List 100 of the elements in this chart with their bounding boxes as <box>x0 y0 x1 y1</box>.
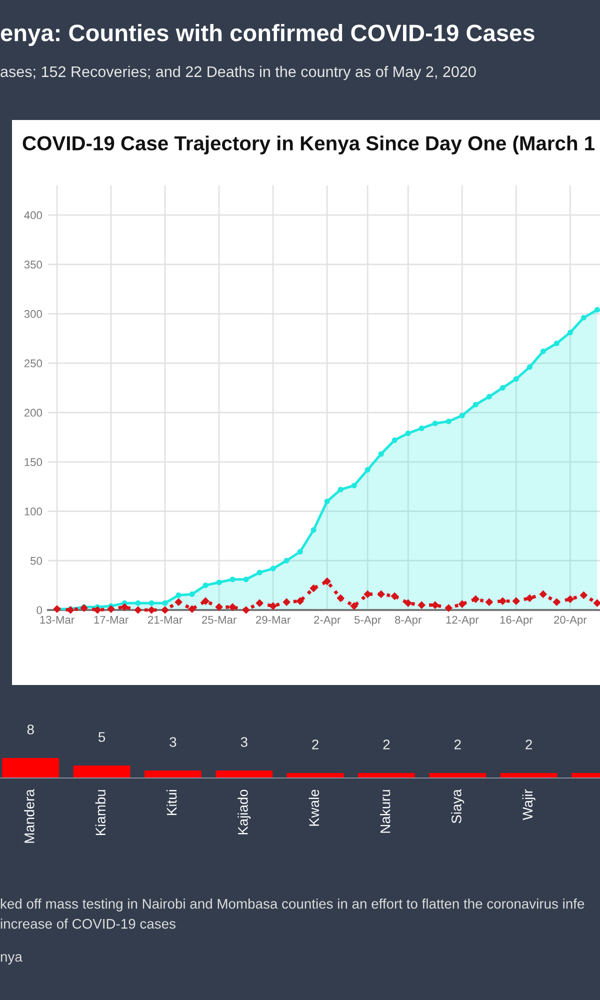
point <box>94 606 102 614</box>
point <box>405 430 411 436</box>
y-tick-label: 50 <box>30 556 42 565</box>
point <box>162 600 168 606</box>
point <box>500 385 506 391</box>
x-tick-label: 2-Apr <box>314 616 340 626</box>
x-tick-label: Wajir <box>522 789 536 820</box>
point <box>364 590 372 598</box>
point <box>228 603 236 611</box>
point <box>540 590 547 598</box>
x-tick-label: Kwale <box>308 790 320 826</box>
point <box>284 558 290 564</box>
x-tick-label: Kajiado <box>238 790 251 834</box>
x-tick-label: 20-Apr <box>554 616 587 626</box>
point <box>282 598 290 606</box>
data-label: 2 <box>454 740 461 750</box>
x-tick-label: 25-Mar <box>202 616 236 624</box>
x-tick-label: 12-Apr <box>446 616 479 626</box>
point <box>297 548 303 555</box>
point <box>324 498 330 504</box>
x-tick-label: 13-Mar <box>40 616 74 624</box>
data-label: 2 <box>312 740 318 750</box>
text: enya: Counties with confirmed COVID-19 Cases <box>0 24 534 46</box>
bar <box>2 758 60 778</box>
x-tick-label: Mandera <box>24 789 34 843</box>
y-tick-label: 250 <box>24 359 42 368</box>
point <box>296 597 304 605</box>
x-tick-label: 17-Mar <box>94 616 128 624</box>
point <box>243 576 249 582</box>
point <box>336 594 344 602</box>
point <box>486 598 493 606</box>
point <box>230 576 236 582</box>
text: nya <box>0 954 22 964</box>
point <box>107 605 115 613</box>
x-tick-label: Kiambu <box>95 790 106 836</box>
point <box>242 606 250 614</box>
x-tick-label: 5-Apr <box>354 616 382 626</box>
chart-title: COVID-19 Case Trajectory in Kenya Since Day One (March 1 <box>22 136 595 154</box>
point <box>526 594 534 602</box>
point <box>215 603 223 611</box>
text: ked off mass testing in Nairobi and Mombasa counties in an effort to flatten the coronavirus infe <box>0 898 584 912</box>
point <box>189 591 195 597</box>
point <box>392 437 398 443</box>
point <box>338 486 344 492</box>
point <box>594 599 600 607</box>
point <box>567 330 573 336</box>
point <box>554 340 560 346</box>
data-label: 2 <box>383 740 390 750</box>
point <box>446 418 452 424</box>
point <box>580 592 588 599</box>
point <box>404 599 412 607</box>
y-tick-label: 200 <box>24 408 42 417</box>
y-tick-label: 150 <box>24 458 42 466</box>
point <box>188 605 196 613</box>
point <box>418 426 424 432</box>
bar <box>144 770 202 778</box>
point <box>364 467 370 473</box>
point <box>216 580 222 586</box>
bar <box>286 773 344 778</box>
data-label: 8 <box>27 724 34 734</box>
data-label: 2 <box>526 740 532 750</box>
point <box>256 570 262 576</box>
point <box>513 376 519 382</box>
point <box>458 600 466 608</box>
point <box>350 602 358 610</box>
point <box>526 364 532 370</box>
data-label: 3 <box>170 737 176 747</box>
x-tick-label: Siaya <box>451 789 464 824</box>
point <box>202 582 208 588</box>
point <box>580 314 586 320</box>
y-tick-label: 350 <box>24 260 42 269</box>
x-tick-label: 21-Mar <box>148 616 182 624</box>
point <box>444 604 452 612</box>
point <box>472 402 478 408</box>
point <box>202 597 210 605</box>
point <box>486 394 492 400</box>
point <box>378 451 384 457</box>
y-tick-label: 0 <box>36 606 42 614</box>
point <box>270 566 276 572</box>
x-tick-label: Kitui <box>166 790 177 815</box>
point <box>472 595 480 603</box>
point <box>594 307 600 313</box>
y-tick-label: 400 <box>24 211 42 220</box>
bar <box>358 773 415 778</box>
point <box>148 600 154 606</box>
bar <box>216 770 273 778</box>
point <box>176 592 182 598</box>
point <box>256 599 264 607</box>
x-tick-label: 16-Apr <box>500 616 533 626</box>
point <box>174 598 182 606</box>
point <box>120 603 128 611</box>
point <box>540 348 546 354</box>
point <box>566 595 574 603</box>
point <box>310 584 318 592</box>
point <box>134 606 142 614</box>
point <box>459 412 465 418</box>
point <box>269 602 277 610</box>
point <box>310 527 316 533</box>
bar <box>73 766 130 778</box>
data-label: 5 <box>98 732 106 742</box>
